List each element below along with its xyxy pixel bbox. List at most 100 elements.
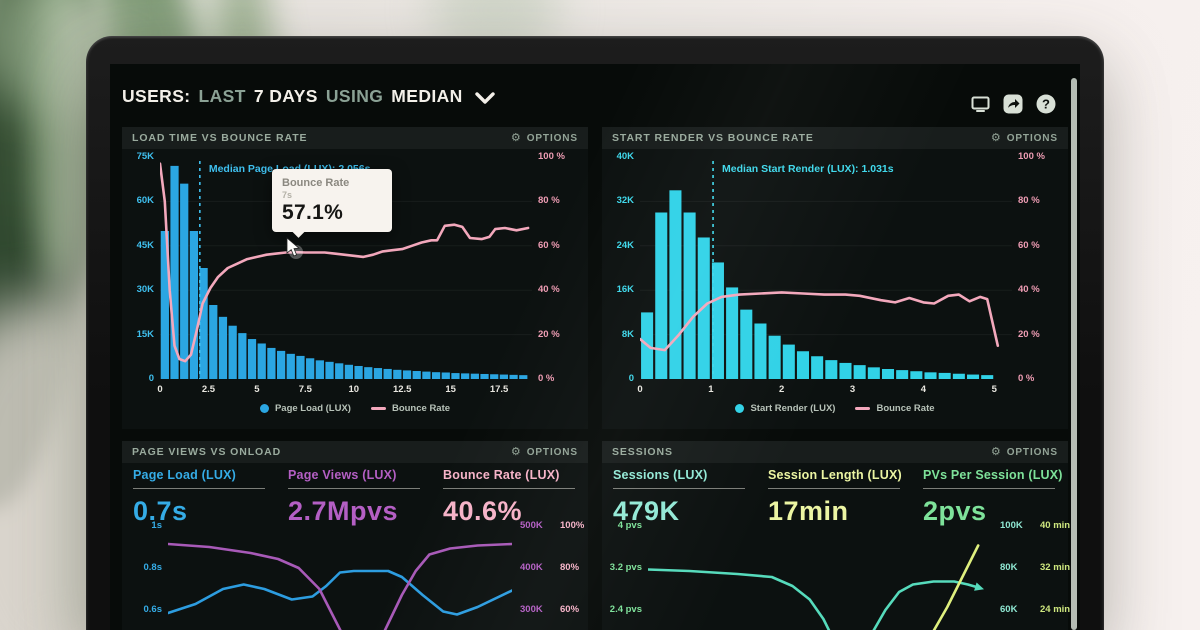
x-tick-label: 0 [637, 384, 643, 395]
options-label: OPTIONS [1006, 132, 1058, 144]
y-tick-label: 100 % [538, 151, 565, 162]
y-tick-label: 300K [520, 604, 543, 615]
metric-page-views: Page Views (LUX) 2.7Mpvs [288, 468, 438, 527]
options-label: OPTIONS [526, 132, 578, 144]
metric-sessions: Sessions (LUX) 479K [613, 468, 763, 527]
metric-divider [288, 488, 420, 489]
chart-plot[interactable] [648, 523, 992, 630]
y-tick-label: 0 % [1018, 372, 1035, 384]
legend-label: Page Load (LUX) [274, 403, 351, 414]
metric-bounce-rate: Bounce Rate (LUX) 40.6% [443, 468, 593, 527]
tooltip-value: 57.1% [282, 201, 344, 224]
y-tick-label: 8K [621, 328, 634, 340]
legend-dash-swatch [855, 407, 871, 410]
x-tick-label: 5 [254, 384, 260, 395]
dashboard-title-dropdown[interactable]: USERS: LAST 7 DAYS USING MEDIAN [122, 86, 495, 107]
panel-header: PAGE VIEWS VS ONLOAD ⚙ OPTIONS [122, 441, 588, 463]
metric-pvs-per-session: PVs Per Session (LUX) 2pvs [923, 468, 1073, 527]
options-button[interactable]: ⚙ OPTIONS [991, 133, 1058, 144]
options-button[interactable]: ⚙ OPTIONS [991, 447, 1058, 458]
median-line-label: Median Start Render (LUX): 1.031s [722, 163, 894, 175]
chart-plot[interactable] [168, 523, 512, 630]
y-tick-label: 3.2 pvs [609, 562, 642, 573]
legend-item-bars: Page Load (LUX) [259, 403, 351, 414]
y-tick-label: 0.6s [143, 604, 163, 615]
x-tick-label: 12.5 [392, 384, 412, 395]
legend-label: Start Render (LUX) [750, 403, 836, 414]
metric-page-load: Page Load (LUX) 0.7s [133, 468, 283, 527]
x-tick-label: 1 [708, 384, 714, 395]
metric-label: Page Load (LUX) [133, 468, 237, 482]
x-tick-label: 5 [991, 384, 997, 395]
x-tick-label: 2.5 [201, 384, 216, 395]
y-tick-label: 40 min [1040, 520, 1071, 531]
panel-sessions: SESSIONS ⚙ OPTIONS Sessions (LUX) 479K S… [602, 441, 1070, 630]
mouse-cursor-icon [286, 237, 300, 257]
y-tick-label: 80 % [1018, 195, 1040, 207]
metric-label: Session Length (LUX) [768, 468, 902, 482]
help-icon[interactable]: ? [1036, 94, 1056, 114]
share-icon[interactable] [1003, 94, 1023, 114]
y-tick-label: 24 min [1040, 604, 1071, 615]
y-tick-label: 30K [136, 284, 154, 296]
y-tick-label: 45K [136, 239, 154, 251]
options-button[interactable]: ⚙ OPTIONS [511, 133, 578, 144]
metric-value: 2.7Mpvs [288, 496, 399, 526]
tooltip-series: Bounce Rate [282, 177, 350, 189]
panel-title: PAGE VIEWS VS ONLOAD [132, 446, 282, 458]
chart-plot[interactable]: Median Start Render (LUX): 1.031s [640, 157, 1012, 379]
legend-dot-swatch [259, 404, 269, 413]
y-tick-label: 60K [1000, 604, 1018, 615]
gear-icon: ⚙ [510, 132, 522, 144]
y-tick-label: 80 % [538, 195, 560, 207]
y-axis-right: 100 % 80 % 60 % 40 % 20 % 0 % [538, 152, 586, 384]
legend-item-bars: Start Render (LUX) [735, 403, 835, 414]
metric-label: Page Views (LUX) [288, 468, 397, 482]
scrollbar[interactable] [1071, 78, 1077, 630]
metric-session-length: Session Length (LUX) 17min [768, 468, 918, 527]
panel-title: SESSIONS [612, 446, 673, 458]
y-tick-label: 40 % [1018, 284, 1040, 296]
display-icon[interactable] [971, 96, 990, 112]
y-tick-label: 20 % [1018, 328, 1040, 340]
chevron-down-icon [475, 91, 495, 104]
metric-divider [768, 488, 900, 489]
x-axis: 0 2.5 5 7.5 10 12.5 15 17.5 [157, 384, 532, 396]
y-tick-label: 40 % [538, 284, 560, 296]
title-segment: LAST [198, 86, 246, 106]
x-tick-label: 10 [348, 384, 360, 395]
y-tick-label: 32 min [1040, 562, 1071, 573]
y-tick-label: 100K [1000, 520, 1023, 531]
gear-icon: ⚙ [510, 446, 522, 458]
y-tick-label: 40K [616, 151, 634, 162]
chart-plot[interactable]: Median Page Load (LUX): 2.056s Bounce Ra… [160, 157, 532, 379]
y-tick-label: 60% [560, 604, 580, 615]
title-segment: USING [325, 86, 384, 106]
title-segment: 7 DAYS [253, 86, 318, 106]
x-tick-label: 3 [849, 384, 856, 395]
y-tick-label: 4 pvs [617, 520, 642, 531]
y-tick-label: 15K [136, 328, 154, 340]
y-axis-left: 1s 0.8s 0.6s [124, 521, 163, 615]
x-tick-label: 7.5 [298, 384, 312, 395]
y-tick-label: 75K [136, 151, 154, 162]
x-tick-label: 4 [920, 384, 927, 395]
metric-divider [923, 488, 1055, 489]
y-tick-label: 60 % [538, 239, 560, 251]
metric-label: Sessions (LUX) [613, 468, 708, 482]
dashboard-screen: USERS: LAST 7 DAYS USING MEDIAN [110, 64, 1080, 630]
y-axis-right-primary: 100K 80K 60K [1000, 521, 1036, 615]
panel-title: LOAD TIME VS BOUNCE RATE [132, 132, 308, 144]
legend-dot-swatch [735, 404, 745, 413]
y-tick-label: 60 % [1018, 239, 1040, 251]
title-segment: USERS: [122, 86, 191, 106]
y-tick-label: 80K [1000, 562, 1018, 573]
y-tick-label: 0 % [538, 372, 555, 384]
y-tick-label: 0 [628, 372, 634, 384]
metric-divider [443, 488, 575, 489]
title-segment: MEDIAN [391, 86, 463, 106]
options-button[interactable]: ⚙ OPTIONS [511, 447, 578, 458]
metric-divider [133, 488, 265, 489]
metric-value: 17min [768, 496, 849, 526]
y-tick-label: 32K [616, 195, 634, 207]
